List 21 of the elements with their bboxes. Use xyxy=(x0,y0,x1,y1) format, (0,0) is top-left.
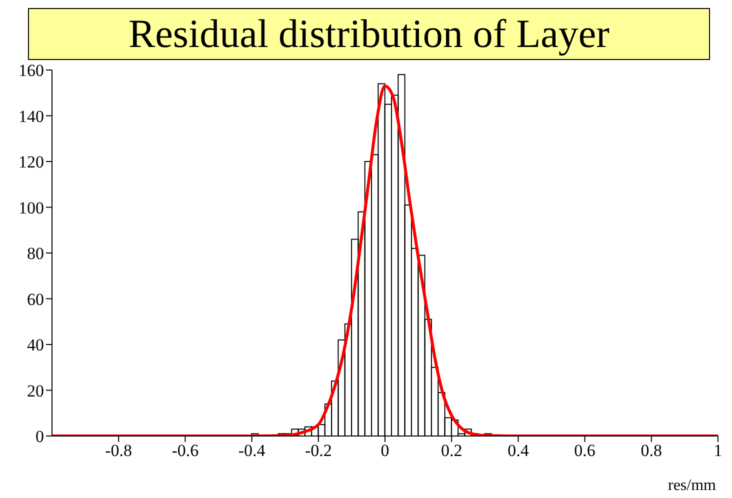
chart-title: Residual distribution of Layer xyxy=(28,8,710,60)
x-tick-label: 0.6 xyxy=(574,441,596,460)
y-tick-label: 100 xyxy=(18,198,44,218)
x-axis-title: res/mm xyxy=(668,477,717,494)
y-tick-label: 20 xyxy=(27,381,44,400)
x-tick-label: 0.2 xyxy=(440,441,462,460)
y-tick-label: 40 xyxy=(27,336,44,355)
x-tick-label: 1 xyxy=(714,441,722,460)
y-tick-label: 60 xyxy=(27,290,44,309)
x-tick-label: 0 xyxy=(380,441,390,460)
y-tick-label: 120 xyxy=(18,152,44,172)
y-tick-label: 80 xyxy=(27,244,44,264)
y-tick-label: 160 xyxy=(18,61,44,80)
x-tick-label: -0.8 xyxy=(105,441,132,460)
y-tick-label: 0 xyxy=(36,427,44,446)
x-tick-label: 0.4 xyxy=(508,441,530,460)
x-tick-label: -0.2 xyxy=(304,441,332,460)
x-tick-label: 0.8 xyxy=(640,441,662,460)
y-tick-label: 140 xyxy=(18,106,44,126)
x-tick-label: -0.6 xyxy=(172,441,199,460)
x-tick-label: -0.4 xyxy=(238,441,266,460)
